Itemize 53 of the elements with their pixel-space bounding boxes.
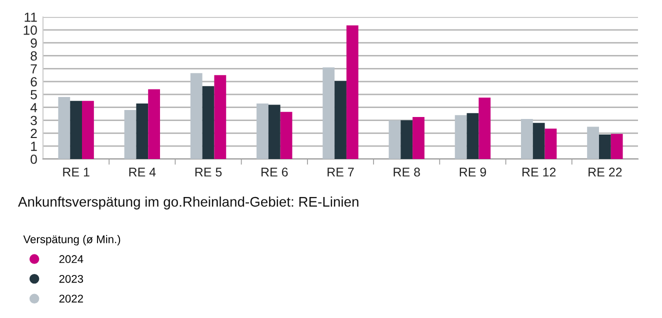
bar	[136, 103, 148, 159]
y-tick-label: 11	[24, 12, 37, 22]
y-tick-label: 5	[30, 90, 37, 100]
legend-label: 2023	[59, 274, 84, 283]
bar	[587, 126, 599, 159]
bar	[544, 128, 557, 159]
bar	[58, 97, 70, 159]
x-tick-label: RE 9	[460, 168, 486, 177]
bar	[532, 122, 545, 159]
bar	[256, 103, 268, 159]
y-tick-label: 4	[30, 103, 38, 112]
x-tick-label: RE 22	[588, 168, 622, 176]
legend-label: 2024	[59, 255, 84, 264]
x-tick-label: RE 4	[129, 168, 156, 176]
text: Ankunftsverspätung im go.Rheinland-Gebiet: RE-Linien	[18, 196, 358, 210]
y-tick-label: 1	[31, 142, 37, 151]
y-tick-label: 10	[24, 25, 37, 35]
y-tick-label: 9	[30, 38, 37, 48]
x-tick-label: RE 1	[63, 168, 90, 176]
bar	[346, 25, 358, 159]
bar	[202, 86, 214, 159]
legend-label: 2022	[59, 294, 83, 303]
bar	[268, 104, 280, 159]
x-tick-label: RE 6	[262, 168, 288, 177]
y-tick-label: 2	[30, 128, 37, 138]
bar	[280, 112, 292, 159]
y-tick-label: 6	[30, 77, 37, 86]
bar	[388, 120, 401, 159]
y-tick-label: 0	[30, 154, 37, 164]
bar	[400, 120, 413, 159]
legend-title: Verspätung (ø Min.)	[23, 235, 120, 246]
y-tick-label: 8	[30, 51, 37, 61]
x-tick-label: RE 12	[522, 168, 556, 176]
bar	[82, 100, 94, 159]
x-tick-label: RE 5	[195, 168, 222, 177]
x-tick-label: RE 7	[328, 168, 354, 176]
bar	[598, 134, 611, 159]
x-tick-label: RE 8	[394, 168, 420, 177]
bar	[610, 134, 623, 159]
bar	[124, 110, 136, 159]
bar	[190, 73, 202, 159]
bar	[454, 115, 467, 159]
y-tick-label: 3	[30, 116, 37, 126]
bar	[412, 117, 424, 159]
y-tick-label: 7	[30, 64, 37, 74]
bar	[334, 80, 346, 159]
bar	[520, 118, 533, 159]
bar	[322, 67, 335, 159]
bar	[214, 75, 226, 159]
bar	[466, 113, 479, 159]
bar	[478, 98, 491, 159]
bar	[148, 89, 160, 159]
bar	[70, 100, 82, 159]
